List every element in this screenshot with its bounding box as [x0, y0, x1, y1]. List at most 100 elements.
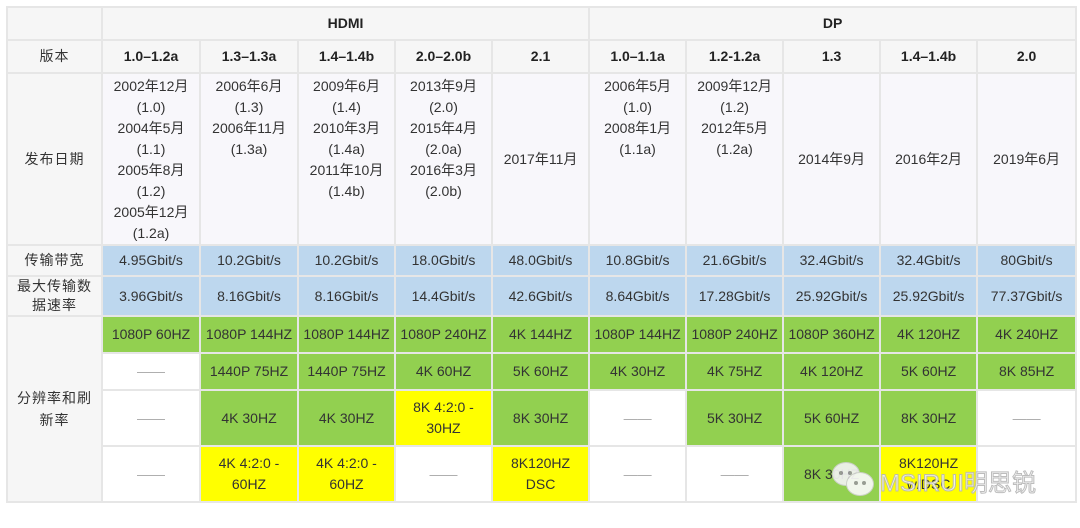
resolution-cell: 4K 75HZ	[685, 352, 785, 391]
corner-cell	[6, 6, 103, 41]
release-date-line: 2002年12月	[113, 78, 189, 94]
group-header-row: HDMI DP	[6, 6, 1078, 41]
resolution-cell: 4K 30HZ	[588, 352, 688, 391]
resolution-cell: 4K 60HZ	[394, 352, 493, 391]
version-cell: 1.3	[782, 39, 882, 74]
row-label-resolution: 分辨率和刷新率	[6, 315, 103, 503]
max-data-rate-row: 最大传输数据速率 3.96Gbit/s 8.16Gbit/s 8.16Gbit/…	[6, 275, 1078, 317]
bandwidth-cell: 48.0Gbit/s	[490, 244, 591, 277]
max-data-rate-cell: 25.92Gbit/s	[879, 275, 979, 317]
resolution-cell: 5K 30HZ	[685, 389, 785, 447]
max-data-rate-cell: 77.37Gbit/s	[976, 275, 1078, 317]
release-date-line: 2012年5月	[701, 120, 769, 136]
bandwidth-cell: 32.4Gbit/s	[782, 244, 882, 277]
release-date-line: (1.3a)	[230, 141, 268, 157]
hdmi-dp-comparison-table: HDMI DP 版本 1.0–1.2a 1.3–1.3a 1.4–1.4b 2.…	[6, 6, 1078, 503]
resolution-cell: 5K 60HZ	[879, 352, 979, 391]
release-date-line: (2.0)	[429, 99, 458, 115]
release-date-line: 2006年6月	[215, 78, 283, 94]
resolution-row: —— 1440P 75HZ 1440P 75HZ 4K 60HZ 5K 60HZ 4K 3…	[7, 352, 1078, 391]
release-date-cell: 2002年12月 (1.0) 2004年5月 (1.1) 2005年8月 (1.2) 200…	[101, 72, 201, 246]
resolution-cell: 4K 30HZ	[199, 389, 299, 447]
resolution-cell: 4K 30HZ	[297, 389, 396, 447]
release-date-cell: 2006年5月 (1.0) 2008年1月 (1.1a)	[588, 72, 688, 246]
version-cell: 1.4–1.4b	[297, 39, 396, 74]
release-date-cell: 2006年6月 (1.3) 2006年11月 (1.3a)	[199, 72, 299, 246]
release-date-line: (1.1a)	[619, 141, 656, 157]
resolution-cell: ——	[685, 445, 785, 503]
max-data-rate-cell: 17.28Gbit/s	[685, 275, 785, 317]
max-data-rate-cell: 25.92Gbit/s	[782, 275, 882, 317]
release-date-line: 2008年1月	[604, 120, 672, 136]
release-date-cell: 2009年6月 (1.4) 2010年3月 (1.4a) 2011年10月 (1.4b)	[297, 72, 396, 246]
resolution-row: 分辨率和刷新率 1080P 60HZ 1080P 144HZ 1080P 144HZ…	[6, 315, 1078, 503]
release-date-line: 2004年5月	[117, 120, 185, 136]
version-cell: 1.0–1.2a	[101, 39, 201, 74]
release-date-line: 2010年3月	[313, 120, 380, 136]
resolution-cell: 1080P 60HZ	[101, 315, 201, 354]
version-cell: 2.1	[490, 39, 591, 74]
release-date-line: 2016年2月	[895, 150, 963, 167]
max-data-rate-cell: 3.96Gbit/s	[101, 275, 201, 317]
release-date-line: 2005年8月	[117, 162, 185, 178]
release-date-cell: 2017年11月	[490, 72, 591, 246]
bandwidth-cell: 18.0Gbit/s	[394, 244, 493, 277]
max-data-rate-cell: 8.16Gbit/s	[199, 275, 299, 317]
release-date-cell: 2019年6月	[976, 72, 1078, 246]
resolution-cell: ——	[588, 389, 688, 447]
version-cell: 1.2-1.2a	[685, 39, 785, 74]
bandwidth-cell: 10.2Gbit/s	[199, 244, 299, 277]
bandwidth-row: 传输带宽 4.95Gbit/s 10.2Gbit/s 10.2Gbit/s 18…	[6, 244, 1078, 277]
resolution-cell: 8K 30HZ	[782, 445, 882, 503]
resolution-cell: ——	[394, 445, 493, 503]
release-date-line: (1.0)	[136, 99, 166, 115]
resolution-cell: 8K120HZ DSC	[490, 445, 591, 503]
max-data-rate-cell: 42.6Gbit/s	[490, 275, 591, 317]
resolution-cell: 4K 4:2:0 - 60HZ	[297, 445, 396, 503]
release-date-line: (1.2a)	[716, 141, 753, 157]
resolution-cell: 8K 30HZ	[490, 389, 591, 447]
row-label-max-data-rate: 最大传输数据速率	[6, 275, 103, 317]
bandwidth-cell: 21.6Gbit/s	[685, 244, 785, 277]
release-date-line: (1.2)	[136, 183, 166, 199]
resolution-cell: 5K 60HZ	[782, 389, 882, 447]
release-date-line: 2015年4月	[410, 120, 477, 136]
resolution-cell: 1080P 360HZ	[782, 315, 882, 354]
resolution-row: —— 4K 4:2:0 - 60HZ 4K 4:2:0 - 60HZ —— 8K120H…	[7, 445, 1078, 503]
release-date-line: 2006年11月	[212, 120, 286, 136]
resolution-cell: 8K 30HZ	[879, 389, 979, 447]
resolution-cell: ——	[101, 352, 201, 391]
release-date-row: 发布日期 2002年12月 (1.0) 2004年5月 (1.1) 2005年8月 (1.…	[6, 72, 1078, 246]
max-data-rate-cell: 8.64Gbit/s	[588, 275, 688, 317]
release-date-line: (1.4a)	[328, 141, 365, 157]
resolution-cell: ——	[976, 389, 1078, 447]
max-data-rate-cell: 14.4Gbit/s	[394, 275, 493, 317]
version-cell: 1.4–1.4b	[879, 39, 979, 74]
bandwidth-cell: 80Gbit/s	[976, 244, 1078, 277]
resolution-cell: 1080P 240HZ	[394, 315, 493, 354]
resolution-cell: 8K120HZ w/DSC	[879, 445, 979, 503]
release-date-line: 2014年9月	[798, 150, 866, 167]
release-date-line: 2006年5月	[604, 78, 672, 94]
resolution-cell: 1080P 240HZ	[685, 315, 785, 354]
group-dp-header: DP	[588, 6, 1078, 41]
resolution-cell: 5K 60HZ	[490, 352, 591, 391]
resolution-row: —— 4K 30HZ 4K 30HZ 8K 4:2:0 - 30HZ 8K 30HZ ——…	[7, 389, 1078, 447]
release-date-line: 2017年11月	[503, 150, 578, 167]
resolution-cell: 4K 4:2:0 - 60HZ	[199, 445, 299, 503]
release-date-line: (1.3)	[234, 99, 264, 115]
resolution-cell: ——	[101, 389, 201, 447]
release-date-line: (1.2)	[720, 99, 749, 115]
resolution-cell	[976, 445, 1078, 503]
release-date-line: (1.4b)	[328, 183, 365, 199]
version-row: 版本 1.0–1.2a 1.3–1.3a 1.4–1.4b 2.0–2.0b 2…	[6, 39, 1078, 74]
row-label-bandwidth: 传输带宽	[6, 244, 103, 277]
release-date-line: (1.0)	[623, 99, 652, 115]
version-cell: 1.0–1.1a	[588, 39, 688, 74]
release-date-line: 2016年3月	[410, 162, 477, 178]
resolution-cell: ——	[588, 445, 688, 503]
resolution-cell: 4K 120HZ	[879, 315, 979, 354]
release-date-line: (1.2a)	[132, 225, 170, 241]
row-label-version: 版本	[6, 39, 103, 74]
bandwidth-cell: 4.95Gbit/s	[101, 244, 201, 277]
